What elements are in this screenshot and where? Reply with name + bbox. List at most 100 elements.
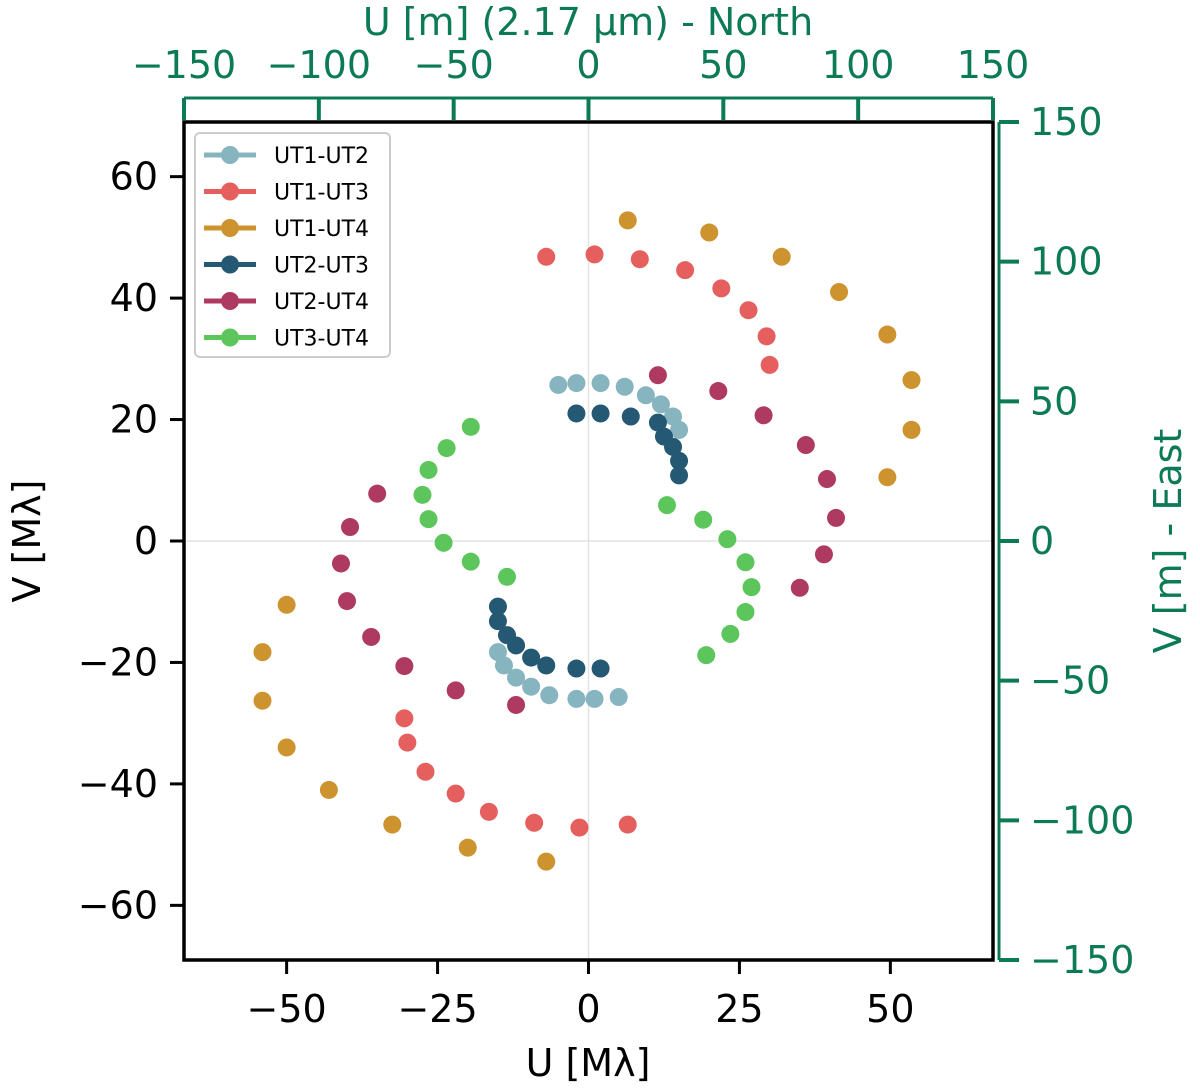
right-tick-label: −50 (1030, 659, 1110, 703)
data-point (537, 852, 556, 871)
legend-label: UT3-UT4 (274, 327, 369, 352)
data-point (676, 261, 695, 280)
data-point (253, 643, 272, 662)
data-point (621, 407, 640, 426)
data-point (570, 818, 589, 837)
data-point (609, 688, 628, 707)
data-point (878, 325, 897, 344)
data-point (709, 382, 728, 401)
top-axis: −150 −100 −50 0 50 100 150 (132, 43, 1029, 120)
legend-label: UT1-UT2 (274, 144, 369, 169)
legend-marker (221, 292, 239, 310)
data-point (618, 815, 637, 834)
data-point (413, 485, 432, 504)
top-tick-label: 100 (822, 43, 895, 87)
data-point (591, 404, 610, 423)
data-point (253, 691, 272, 710)
top-tick-label: 150 (957, 43, 1030, 87)
data-point (736, 553, 755, 572)
data-point (615, 377, 634, 396)
data-point (419, 460, 438, 479)
data-point (591, 659, 610, 678)
data-point (368, 484, 387, 503)
right-tick-label: 150 (1030, 100, 1103, 144)
y-tick-label: −20 (78, 640, 158, 684)
series-ut1-ut4 (253, 211, 921, 871)
right-axis-label: V [m] - East (1146, 429, 1190, 654)
data-point (488, 597, 507, 616)
data-point (718, 530, 737, 549)
data-point (507, 695, 526, 714)
data-point (648, 413, 667, 432)
data-point (814, 545, 833, 564)
series-ut1-ut2 (488, 374, 689, 708)
data-point (670, 466, 689, 485)
right-axis: −150 −100 −50 0 50 100 150 (997, 100, 1134, 982)
x-tick-label: 0 (576, 987, 600, 1031)
data-point (383, 815, 402, 834)
top-tick-label: −100 (267, 43, 371, 87)
y-tick-label: −40 (78, 762, 158, 806)
data-point (739, 301, 758, 320)
y-axis-label: V [Mλ] (5, 480, 49, 603)
data-point (362, 627, 381, 646)
legend-label: UT1-UT3 (274, 181, 369, 206)
legend: UT1-UT2 UT1-UT3 UT1-UT4 UT2-UT3 UT2-UT4 UT3-U… (194, 132, 391, 358)
data-point (446, 784, 465, 803)
data-point (657, 496, 676, 515)
x-tick-label: −25 (397, 987, 477, 1031)
left-axis: −60 −40 −20 0 20 40 60 (78, 155, 184, 927)
y-tick-label: 20 (110, 398, 158, 442)
data-point (419, 510, 438, 529)
right-tick-label: 50 (1030, 379, 1078, 423)
y-tick-label: 0 (134, 519, 158, 563)
series-ut1-ut3 (395, 245, 779, 837)
data-point (341, 518, 360, 537)
data-point (585, 689, 604, 708)
y-tick-label: −60 (78, 883, 158, 927)
data-point (618, 211, 637, 230)
data-point (648, 366, 667, 385)
series-ut3-ut4 (413, 417, 761, 665)
data-point (742, 578, 761, 597)
data-point (319, 780, 338, 799)
data-point (446, 681, 465, 700)
top-axis-label: U [m] (2.17 µm) - North (363, 0, 813, 44)
legend-marker (221, 146, 239, 164)
data-point (522, 648, 541, 667)
data-point (488, 612, 507, 631)
data-point (461, 417, 480, 436)
right-tick-label: 100 (1030, 240, 1103, 284)
data-point (670, 420, 689, 439)
data-point (694, 510, 713, 529)
data-point (636, 386, 655, 405)
data-point (796, 436, 815, 455)
zero-grid-lines (184, 122, 993, 960)
data-point (567, 689, 586, 708)
data-point (395, 709, 414, 728)
series-ut2-ut3 (488, 404, 689, 678)
top-tick-label: 0 (576, 43, 600, 87)
data-point (567, 659, 586, 678)
data-point (434, 533, 453, 552)
data-point (670, 451, 689, 470)
data-point (416, 762, 435, 781)
right-tick-label: 0 (1030, 519, 1054, 563)
data-point (591, 374, 610, 393)
data-point (398, 733, 417, 752)
data-point (458, 838, 477, 857)
data-point (721, 624, 740, 643)
data-point (664, 437, 683, 456)
data-point (277, 595, 296, 614)
top-tick-label: 50 (699, 43, 747, 87)
data-point (479, 802, 498, 821)
data-point (395, 657, 414, 676)
data-point (790, 578, 809, 597)
legend-marker (221, 182, 239, 201)
data-point (507, 668, 526, 687)
right-tick-label: −100 (1030, 798, 1134, 842)
bottom-axis: −50 −25 0 25 50 (247, 960, 915, 1031)
data-point (902, 371, 921, 390)
right-tick-label: −150 (1030, 938, 1134, 982)
data-point (736, 603, 755, 622)
